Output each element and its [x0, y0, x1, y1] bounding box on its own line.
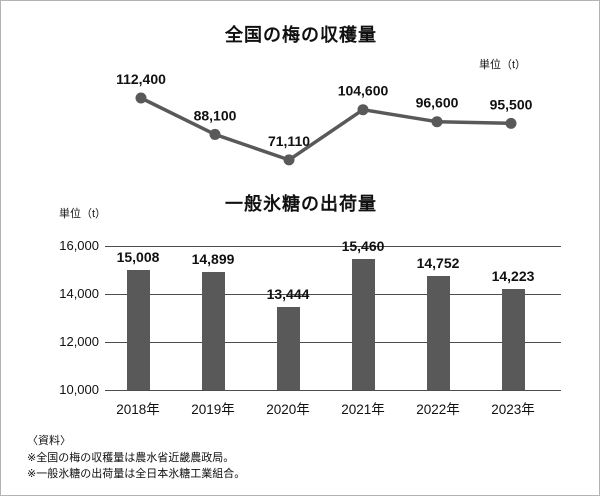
x-axis-tick-label: 2019年	[191, 402, 235, 417]
sugar-bar	[426, 275, 450, 390]
plum-line-plot: 112,400 88,100 71,110 104,600 96,600 95,500	[116, 71, 533, 166]
y-axis-tick-label: 14,000	[59, 286, 99, 301]
plum-data-point	[431, 116, 443, 128]
source-note: ※一般氷糖の出荷量は全日本氷糖工業組合。	[27, 468, 246, 480]
sugar-value-label: 15,008	[116, 248, 160, 265]
sugar-value-label: 14,223	[491, 267, 535, 284]
sugar-unit-label: 単位（t）	[59, 208, 107, 220]
gridline	[105, 390, 561, 391]
gridline	[105, 246, 561, 247]
plum-data-point	[357, 104, 369, 116]
plum-data-point	[283, 154, 295, 166]
sugar-value-label: 13,444	[266, 286, 310, 303]
gridline	[105, 342, 561, 343]
plum-chart-title: 全国の梅の収穫量	[225, 25, 377, 45]
plum-data-point	[209, 128, 221, 140]
plum-value-label: 104,600	[338, 83, 389, 99]
plum-data-point	[135, 92, 147, 104]
sugar-chart-title: 一般氷糖の出荷量	[225, 194, 377, 214]
sugar-bar-plot: 16,000 14,000 12,000 10,000 15,008 2018年 14,89…	[1, 237, 599, 439]
plum-value-label: 112,400	[116, 71, 166, 87]
plum-value-label: 88,100	[194, 107, 237, 123]
gridline	[105, 294, 561, 295]
source-note: ※全国の梅の収穫量は農水省近畿農政局。	[27, 451, 235, 464]
y-axis-tick-label: 16,000	[59, 238, 99, 253]
y-axis-tick-label: 12,000	[59, 334, 99, 349]
x-axis-tick-label: 2022年	[416, 402, 460, 417]
source-label: 〈資料〉	[27, 435, 71, 447]
plum-value-label: 71,110	[268, 133, 310, 149]
y-axis-tick-label: 10,000	[59, 382, 99, 397]
sugar-bar	[126, 269, 150, 390]
x-axis-tick-label: 2023年	[491, 402, 535, 417]
notes-list: ※全国の梅の収穫量は農水省近畿農政局。 ※一般氷糖の出荷量は全日本氷糖工業組合。	[27, 450, 245, 483]
plum-value-label: 95,500	[490, 96, 533, 112]
x-axis-tick-label: 2021年	[341, 402, 385, 417]
plum-data-point	[505, 117, 517, 129]
sugar-bar	[501, 288, 525, 390]
sugar-value-label: 14,752	[416, 254, 460, 271]
plum-unit-label: 単位（t）	[479, 59, 527, 71]
sugar-bar	[351, 258, 375, 390]
source-notes: 〈資料〉 ※全国の梅の収穫量は農水省近畿農政局。 ※一般氷糖の出荷量は全日本氷糖工…	[27, 433, 245, 483]
plum-trend-line	[139, 96, 513, 162]
sugar-value-label: 15,460	[341, 237, 385, 254]
plum-value-label: 96,600	[416, 95, 459, 111]
x-axis-tick-label: 2020年	[266, 402, 310, 417]
sugar-bar	[201, 272, 225, 390]
sugar-bar	[276, 307, 300, 390]
x-axis-tick-label: 2018年	[116, 402, 160, 417]
sugar-value-label: 14,899	[191, 251, 235, 268]
